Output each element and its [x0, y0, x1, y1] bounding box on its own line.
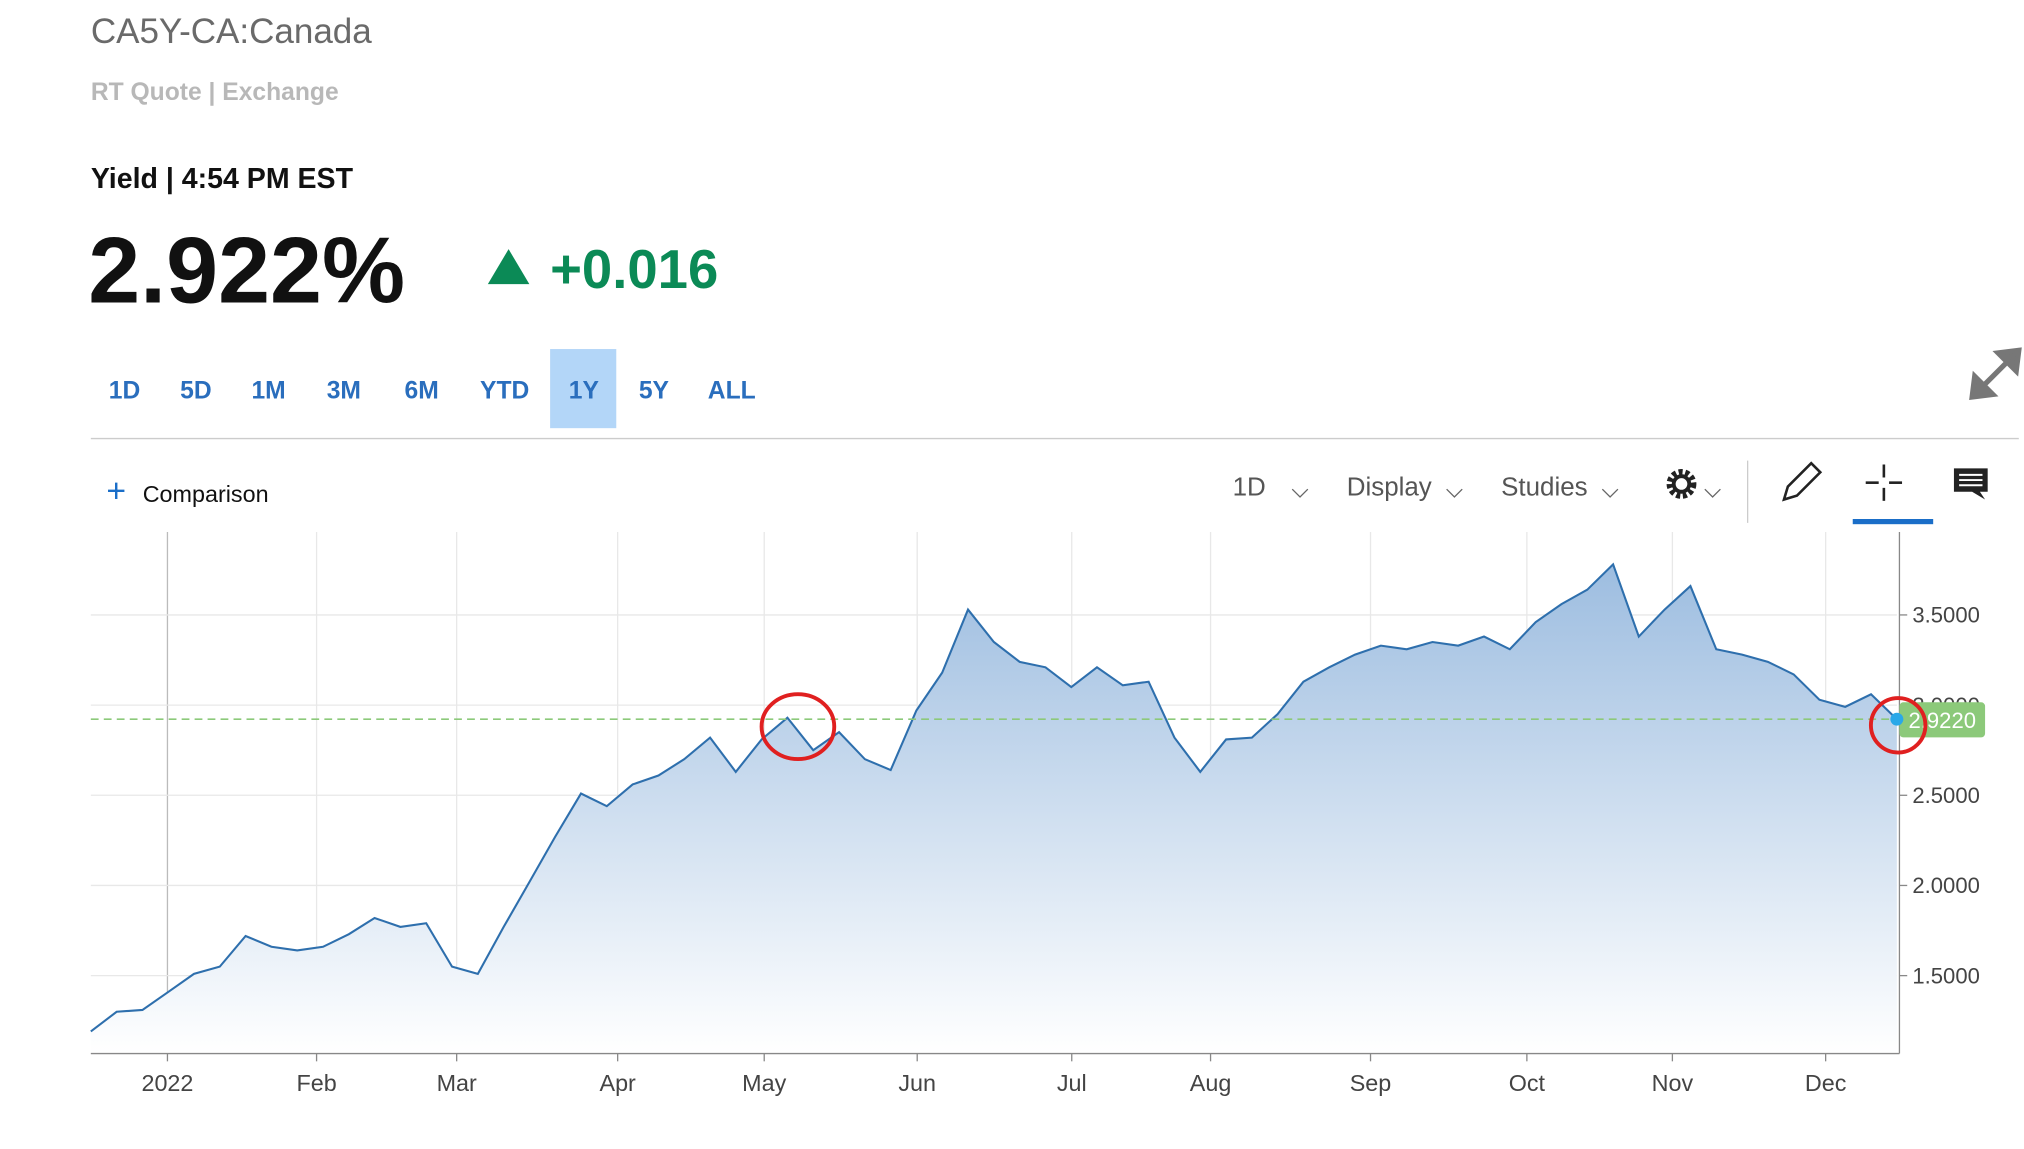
line	[90, 562, 1898, 1033]
change: +0.016	[550, 239, 718, 300]
quote-label: Yield | 4:54 PM EST	[91, 163, 354, 195]
range-tab[interactable]: 1Y	[569, 377, 600, 404]
chevron	[1446, 488, 1463, 498]
range-tab[interactable]: 6M	[405, 377, 439, 404]
x-tick-label: Mar	[437, 1070, 477, 1096]
x-tick-label: Jun	[898, 1070, 936, 1096]
x-tick-label: Jul	[1057, 1070, 1087, 1096]
x-tick-label: Aug	[1190, 1070, 1232, 1096]
y-tick-label: 1.5000	[1912, 963, 1979, 988]
last-value-label: 2.9220	[1909, 708, 1976, 733]
chevron	[1704, 488, 1721, 498]
subtitle: RT Quote | Exchange	[91, 79, 339, 106]
comparison-button[interactable]: Comparison	[143, 481, 269, 507]
chart: 2022 Feb Mar Apr May Jun Jul Aug Sep Oct Nov Dec 1.5…	[90, 531, 1986, 1096]
range-tab[interactable]: 5Y	[639, 377, 670, 404]
draw-icon[interactable]	[1782, 461, 1823, 502]
area	[90, 564, 1897, 1054]
expand-icon[interactable]	[1969, 347, 2022, 401]
range-tab[interactable]: 1D	[109, 377, 141, 404]
y-tick-label: 2.5000	[1912, 783, 1979, 808]
range-tab[interactable]: YTD	[480, 377, 529, 404]
last-point	[1890, 712, 1904, 726]
x-tick-label: Sep	[1350, 1070, 1392, 1096]
y-tick-label: 3.5000	[1912, 603, 1979, 628]
settings-icon[interactable]	[1666, 469, 1697, 499]
chevron	[1291, 488, 1309, 498]
comment-icon[interactable]	[1953, 468, 1988, 500]
y-tick-label: 2.0000	[1912, 873, 1979, 898]
x-tick-label: 2022	[141, 1070, 193, 1096]
x-tick-label: Feb	[296, 1070, 336, 1096]
range-tab[interactable]: 5D	[180, 377, 212, 404]
display-dropdown[interactable]: Display	[1347, 474, 1432, 502]
range-tabs: 1D 5D 1M 3M 6M YTD 1Y 5Y ALL	[109, 349, 756, 429]
highlight-circle	[1868, 696, 1928, 755]
studies-dropdown[interactable]: Studies	[1501, 474, 1588, 502]
x-tick-label: Nov	[1652, 1070, 1694, 1096]
plus-icon[interactable]: +	[106, 472, 126, 510]
highlight-circle	[759, 692, 837, 761]
x-tick-label: May	[742, 1070, 786, 1096]
price: 2.922%	[88, 217, 405, 322]
crosshair-icon[interactable]	[1865, 464, 1903, 501]
x-tick-label: Apr	[600, 1070, 637, 1096]
up-arrow	[487, 249, 530, 285]
range-tab[interactable]: 3M	[327, 377, 361, 404]
x-tick-label: Oct	[1509, 1070, 1546, 1096]
interval-dropdown[interactable]: 1D	[1233, 474, 1266, 502]
range-tab[interactable]: 1M	[251, 377, 285, 404]
chevron	[1601, 488, 1619, 498]
range-tab[interactable]: ALL	[708, 377, 756, 404]
title: CA5Y-CA:Canada	[91, 12, 372, 51]
active-indicator	[1852, 518, 1934, 525]
x-tick-label: Dec	[1805, 1070, 1847, 1096]
range-selected	[550, 349, 617, 429]
